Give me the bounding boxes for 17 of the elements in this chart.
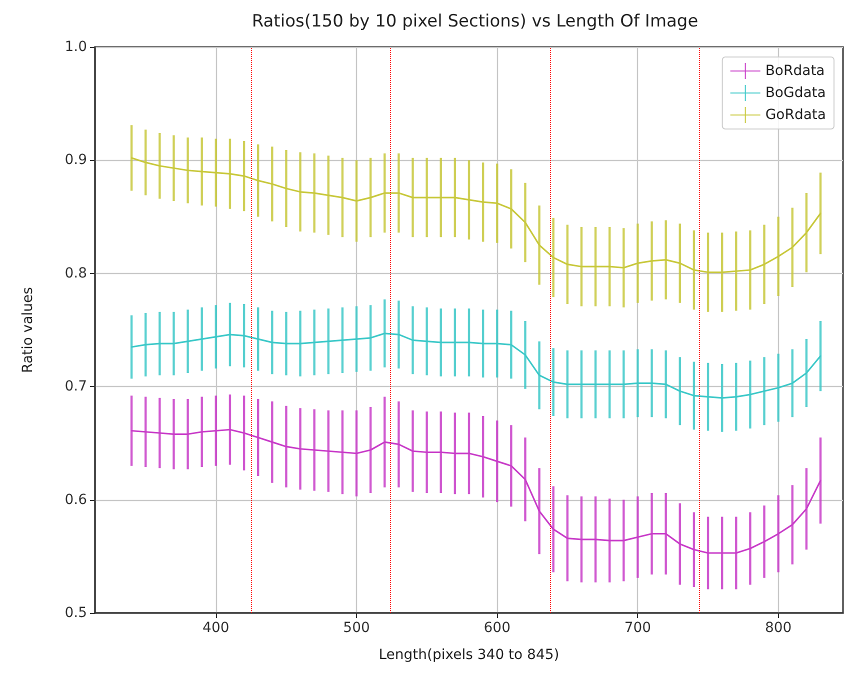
- y-axis-title: Ratio values: [20, 287, 36, 373]
- y-tick-label: 0.9: [64, 152, 87, 168]
- x-tick-label: 500: [343, 620, 370, 636]
- y-tick-label: 0.7: [64, 378, 87, 395]
- legend-label: GoRdata: [765, 107, 826, 123]
- x-axis-title: Length(pixels 340 to 845): [378, 647, 560, 663]
- x-tick-label: 400: [202, 620, 230, 636]
- x-tick-label: 600: [484, 620, 510, 636]
- chart-title: Ratios(150 by 10 pixel Sections) vs Length Of Image: [252, 12, 698, 32]
- legend-label: BoRdata: [765, 63, 825, 79]
- legend-label: BoGdata: [765, 85, 826, 101]
- x-tick-label: 800: [764, 620, 792, 636]
- x-tick-label: 700: [624, 620, 652, 636]
- y-tick-label: 0.5: [64, 605, 87, 621]
- y-tick-label: 0.6: [64, 492, 88, 508]
- y-tick-label: 1.0: [64, 39, 87, 55]
- y-tick-label: 0.8: [64, 265, 87, 282]
